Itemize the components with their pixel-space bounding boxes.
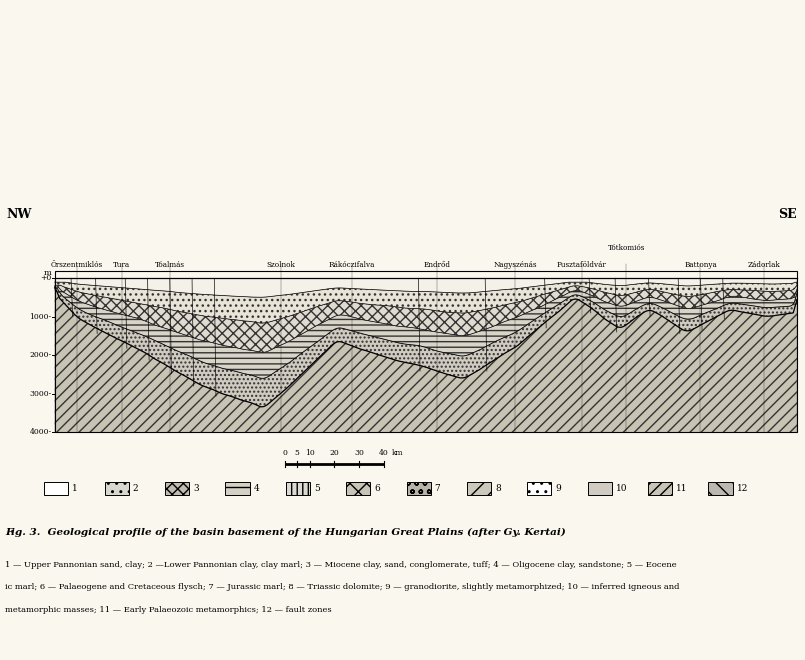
Bar <box>346 482 370 495</box>
Text: Szolnok: Szolnok <box>266 261 295 269</box>
Text: 4000-: 4000- <box>30 428 52 436</box>
Text: F: F <box>5 528 12 537</box>
Text: 1 — Upper Pannonian sand, clay; 2 —Lower Pannonian clay, clay marl; 3 — Miocene : 1 — Upper Pannonian sand, clay; 2 —Lower… <box>5 561 676 569</box>
Text: Pusztaföldvár: Pusztaföldvár <box>557 261 607 269</box>
Polygon shape <box>55 279 797 297</box>
Bar <box>407 482 431 495</box>
Text: 5: 5 <box>295 449 299 457</box>
Text: Zádorlak: Zádorlak <box>747 261 780 269</box>
Bar <box>708 482 733 495</box>
Text: km: km <box>392 449 403 457</box>
Text: 2000-: 2000- <box>30 351 52 359</box>
Text: 1000-: 1000- <box>30 313 52 321</box>
Bar <box>648 482 672 495</box>
Text: NW: NW <box>6 208 32 221</box>
Text: 9: 9 <box>555 484 561 493</box>
Bar <box>286 482 310 495</box>
Text: 11: 11 <box>676 484 687 493</box>
Text: Örszentmiklós: Örszentmiklós <box>51 261 103 269</box>
Text: +0: +0 <box>40 275 52 282</box>
Text: 10: 10 <box>616 484 627 493</box>
Text: 10: 10 <box>304 449 315 457</box>
Text: 8: 8 <box>495 484 501 493</box>
Text: SE: SE <box>778 208 797 221</box>
Polygon shape <box>55 287 797 378</box>
Text: Endrőd: Endrőd <box>423 261 451 269</box>
Text: 1: 1 <box>72 484 78 493</box>
Text: Rákóczifalva: Rákóczifalva <box>328 261 375 269</box>
Text: 0: 0 <box>283 449 287 457</box>
Polygon shape <box>55 287 797 407</box>
Text: Battonya: Battonya <box>684 261 716 269</box>
Text: ig. 3.  Geological profile of the basin basement of the Hungarian Great Plains (: ig. 3. Geological profile of the basin b… <box>11 528 566 537</box>
Text: 6: 6 <box>374 484 380 493</box>
Text: 5: 5 <box>314 484 320 493</box>
Text: Tótkomiós: Tótkomiós <box>608 244 645 252</box>
Bar <box>588 482 612 495</box>
Bar <box>467 482 491 495</box>
Bar <box>55 271 797 432</box>
Text: 2: 2 <box>133 484 138 493</box>
Bar <box>527 482 551 495</box>
Bar <box>44 482 68 495</box>
Text: Nagyszénás: Nagyszénás <box>493 261 537 269</box>
Text: ic marl; 6 — Palaeogene and Cretaceous flysch; 7 — Jurassic marl; 8 — Triassic d: ic marl; 6 — Palaeogene and Cretaceous f… <box>5 583 679 591</box>
Bar <box>105 482 129 495</box>
Text: 20: 20 <box>329 449 339 457</box>
Text: 3000-: 3000- <box>29 390 52 398</box>
Polygon shape <box>55 285 797 352</box>
Text: 40: 40 <box>379 449 389 457</box>
Text: 7: 7 <box>435 484 440 493</box>
Text: m: m <box>43 269 52 277</box>
Text: 30: 30 <box>354 449 364 457</box>
Text: 12: 12 <box>737 484 748 493</box>
Text: 3: 3 <box>193 484 199 493</box>
Polygon shape <box>55 282 797 323</box>
Text: 4: 4 <box>254 484 259 493</box>
Text: Tura: Tura <box>113 261 130 269</box>
Bar <box>165 482 189 495</box>
Text: metamorphic masses; 11 — Early Palaeozoic metamorphics; 12 — fault zones: metamorphic masses; 11 — Early Palaeozoi… <box>5 606 332 614</box>
Text: Tóalmás: Tóalmás <box>155 261 185 269</box>
Polygon shape <box>55 287 797 432</box>
Bar <box>225 482 250 495</box>
